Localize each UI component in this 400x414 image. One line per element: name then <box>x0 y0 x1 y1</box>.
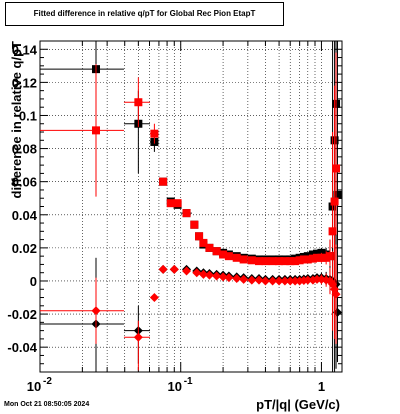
data-point-diamond <box>254 275 264 285</box>
data-point-square <box>268 257 277 266</box>
data-point-diamond <box>332 307 342 317</box>
y-tick-label: 0.12 <box>12 75 37 90</box>
data-point-square <box>308 254 317 263</box>
data-point-diamond <box>192 268 202 278</box>
y-tick-label: 0 <box>30 274 37 289</box>
y-tick-label: 0.06 <box>12 175 37 190</box>
chart-title: Fitted difference in relative q/pT for G… <box>33 9 256 18</box>
x-axis-label: pT/|q| (GeV/c) <box>256 397 340 412</box>
data-point-diamond <box>285 276 295 286</box>
data-point-square <box>313 253 322 262</box>
data-point-diamond <box>158 264 168 274</box>
data-point-square <box>328 227 337 236</box>
data-marks <box>40 41 342 372</box>
plot-frame <box>39 40 343 373</box>
data-point-diamond <box>232 273 242 283</box>
y-tick-label: 0.02 <box>12 241 37 256</box>
data-point-square <box>239 255 248 264</box>
data-point-square <box>134 98 143 107</box>
data-point-diamond <box>169 264 179 274</box>
data-point-square <box>255 257 264 266</box>
data-point-diamond <box>239 274 249 284</box>
data-point-diamond <box>204 270 214 280</box>
x-tick-exponent: -1 <box>184 376 193 387</box>
title-box: Fitted difference in relative q/pT for G… <box>5 2 284 26</box>
x-tick-label: 10 <box>27 379 41 394</box>
data-point-square <box>286 257 295 266</box>
y-tick-labels: -0.04 -0.02 0 0.02 0.04 0.06 0.08 0.1 0.12 0.14 <box>7 42 37 355</box>
data-point-diamond <box>218 272 228 282</box>
x-tick-label: 1 <box>318 379 325 394</box>
x-tick-labels: 10 -2 10 -1 1 <box>27 376 325 394</box>
x-tick-label: 10 <box>167 379 181 394</box>
data-point-square <box>232 253 241 262</box>
data-point-diamond <box>198 269 208 279</box>
data-point-square <box>247 256 256 265</box>
data-point-diamond <box>268 276 278 286</box>
data-point-diamond <box>303 275 313 285</box>
data-point-square <box>150 129 159 138</box>
data-point-diamond <box>212 271 222 281</box>
data-point-square <box>224 252 233 261</box>
data-point-diamond <box>280 276 290 286</box>
data-point-square <box>173 199 182 208</box>
data-point-diamond <box>331 289 341 299</box>
data-point-square <box>333 190 342 199</box>
data-point-square <box>295 256 304 265</box>
axis-ticks <box>39 41 342 372</box>
data-point-square <box>190 220 199 229</box>
data-point-square <box>261 257 270 266</box>
y-tick-label: 0.14 <box>12 42 38 57</box>
data-point-square <box>159 177 168 186</box>
series-3 <box>40 239 341 371</box>
y-tick-label: -0.02 <box>7 307 37 322</box>
data-point-diamond <box>260 276 270 286</box>
data-point-diamond <box>274 276 284 286</box>
data-point-square <box>303 255 312 264</box>
data-point-square <box>195 232 204 241</box>
y-tick-label: 0.04 <box>12 208 38 223</box>
data-point-diamond <box>182 266 192 276</box>
data-point-square <box>91 126 100 135</box>
data-point-square <box>291 257 300 266</box>
timestamp: Mon Oct 21 08:50:05 2024 <box>4 401 90 408</box>
data-point-diamond <box>133 332 143 342</box>
data-point-diamond <box>149 293 159 303</box>
data-point-square <box>332 164 341 173</box>
data-point-square <box>212 247 221 256</box>
y-tick-label: -0.04 <box>7 340 37 355</box>
data-point-square <box>313 249 322 258</box>
data-point-square <box>182 209 191 218</box>
data-point-square <box>317 253 326 262</box>
data-point-square <box>330 197 339 206</box>
data-point-square <box>325 252 334 261</box>
data-point-diamond <box>91 306 101 316</box>
y-tick-label: 0.1 <box>19 108 37 123</box>
data-point-diamond <box>224 273 234 283</box>
data-point-square <box>280 257 289 266</box>
y-tick-label: 0.08 <box>12 142 37 157</box>
data-point-square <box>205 243 214 252</box>
y-axis-label: difference in relative q/pT <box>9 41 24 199</box>
data-point-square <box>308 250 317 259</box>
data-point-diamond <box>247 275 257 285</box>
data-point-diamond <box>290 276 300 286</box>
data-point-square <box>275 257 284 266</box>
x-tick-exponent: -2 <box>43 376 52 387</box>
data-point-square <box>219 250 228 259</box>
data-point-square <box>166 199 175 208</box>
data-point-square <box>199 238 208 247</box>
